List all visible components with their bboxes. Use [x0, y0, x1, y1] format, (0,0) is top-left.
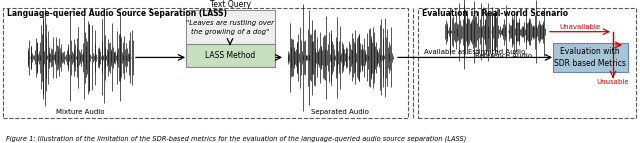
- Text: Mixture Audio: Mixture Audio: [56, 109, 104, 115]
- Text: Reference Audio: Reference Audio: [475, 53, 532, 59]
- FancyBboxPatch shape: [186, 44, 275, 67]
- Text: Separated Audio: Separated Audio: [311, 109, 369, 115]
- Text: Figure 1: Illustration of the limitation of the SDR-based metrics for the evalua: Figure 1: Illustration of the limitation…: [6, 135, 467, 142]
- Text: Evaluation with
SDR based Metrics: Evaluation with SDR based Metrics: [554, 47, 626, 68]
- Text: "Leaves are rustling over
the growling of a dog": "Leaves are rustling over the growling o…: [186, 20, 274, 35]
- Text: Language-queried Audio Source Separation (LASS): Language-queried Audio Source Separation…: [7, 9, 227, 18]
- Text: Unusable: Unusable: [596, 79, 629, 85]
- Text: Text Query: Text Query: [209, 0, 250, 9]
- FancyBboxPatch shape: [552, 43, 627, 72]
- Text: LASS Method: LASS Method: [205, 51, 255, 60]
- Text: Evaluation in Real-world Scenario: Evaluation in Real-world Scenario: [422, 9, 568, 18]
- FancyBboxPatch shape: [186, 10, 275, 45]
- Text: Available as Estimated Audio: Available as Estimated Audio: [424, 49, 525, 55]
- Text: Unavailable: Unavailable: [559, 24, 600, 30]
